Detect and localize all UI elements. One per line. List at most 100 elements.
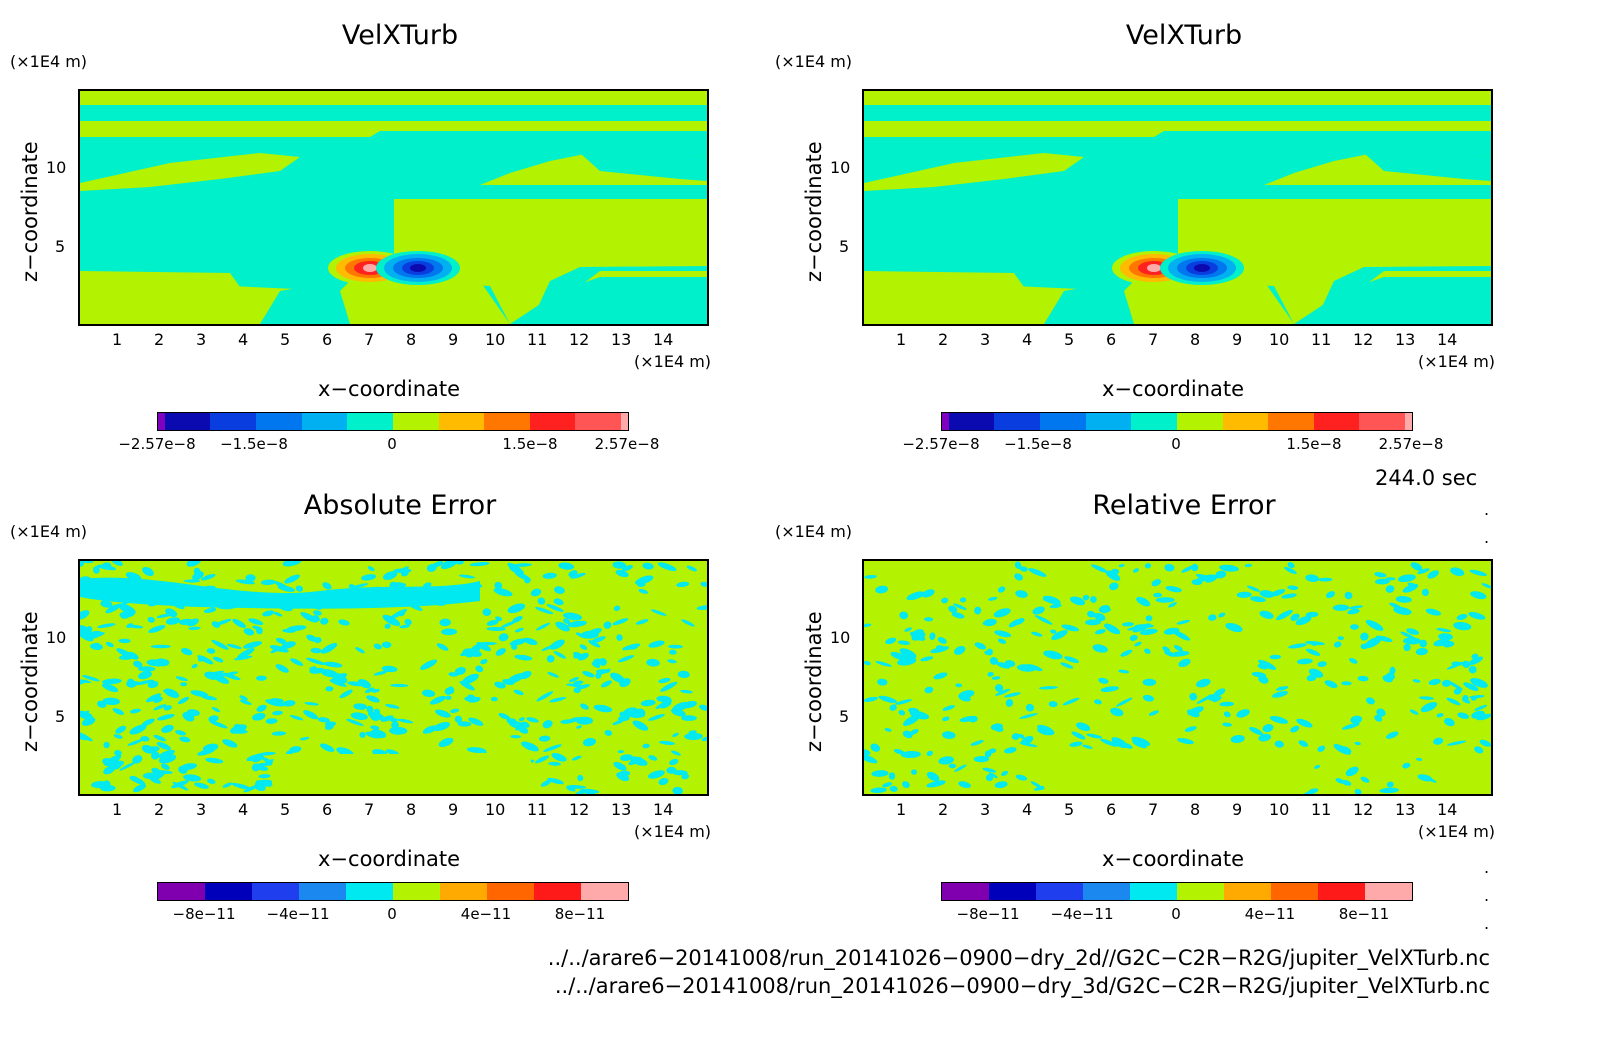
noise-blob — [1178, 658, 1191, 668]
noise-blob — [104, 754, 122, 767]
noise-blob — [1094, 612, 1106, 622]
colorbar-label: 1.5e−8 — [502, 435, 558, 453]
noise-blob — [201, 695, 217, 701]
noise-blob — [994, 630, 1012, 638]
noise-blob — [490, 696, 498, 702]
noise-blob — [577, 774, 584, 782]
noise-blob — [464, 696, 480, 703]
separator-dot: . — [1484, 914, 1490, 933]
noise-blob — [938, 756, 954, 765]
noise-blob — [1104, 623, 1121, 635]
noise-blob — [183, 579, 201, 583]
x-tick-label: 14 — [1437, 330, 1458, 349]
noise-blob — [579, 644, 588, 650]
noise-blob — [1051, 630, 1068, 640]
noise-blob — [1134, 641, 1142, 647]
file-path-2d: ../../arare6−20141008/run_20141026−0900−… — [547, 946, 1490, 970]
noise-blob — [1409, 709, 1419, 715]
noise-blob — [924, 617, 934, 622]
noise-blob — [188, 626, 201, 631]
noise-blob — [1474, 704, 1488, 711]
noise-blob — [486, 619, 499, 626]
noise-blob — [576, 725, 582, 729]
field-region — [510, 147, 707, 181]
noise-blob — [590, 636, 606, 644]
noise-blob — [648, 770, 665, 779]
noise-blob — [223, 740, 237, 748]
y-unit-label: (×1E4 m) — [10, 52, 88, 71]
noise-blob — [680, 689, 693, 694]
noise-blob — [547, 672, 559, 678]
noise-blob — [1456, 613, 1468, 621]
noise-blob — [1258, 733, 1272, 742]
noise-blob — [1305, 574, 1319, 582]
noise-blob — [1347, 608, 1360, 615]
noise-blob — [256, 704, 267, 712]
field-region — [864, 153, 1084, 191]
noise-blob — [642, 562, 654, 570]
colorbar-segment — [534, 883, 581, 900]
noise-blob — [574, 788, 590, 794]
noise-blob — [384, 623, 391, 629]
noise-blob — [1098, 677, 1109, 684]
noise-blob — [457, 721, 472, 727]
noise-blob — [231, 782, 251, 790]
x-tick-label: 4 — [238, 800, 249, 819]
noise-blob — [494, 581, 503, 590]
noise-blob — [390, 683, 409, 688]
noise-blob — [1142, 694, 1155, 702]
noise-blob — [373, 670, 388, 676]
field-region — [80, 105, 707, 121]
noise-blob — [373, 643, 382, 650]
noise-blob — [959, 597, 967, 603]
noise-blob — [1425, 608, 1442, 616]
noise-blob — [1305, 648, 1321, 656]
noise-blob — [1419, 639, 1428, 648]
noise-blob — [1290, 725, 1300, 733]
noise-blob — [444, 687, 452, 695]
noise-blob — [1049, 603, 1062, 609]
noise-blob — [1236, 709, 1250, 718]
noise-blob — [382, 571, 398, 580]
noise-blob — [1341, 681, 1352, 686]
y-tick-label: 5 — [55, 707, 66, 726]
noise-blob — [284, 574, 300, 584]
noise-blob — [192, 571, 204, 581]
noise-blob — [102, 697, 120, 706]
noise-blob — [1164, 563, 1175, 572]
noise-blob — [536, 691, 554, 702]
noise-blob — [476, 641, 491, 652]
noise-blob — [206, 648, 216, 654]
noise-blob — [562, 618, 571, 624]
noise-blob — [617, 750, 624, 754]
noise-blob — [270, 646, 282, 654]
noise-blob — [236, 648, 255, 659]
colorbar-label: −8e−11 — [172, 905, 236, 923]
x-tick-label: 14 — [653, 800, 674, 819]
noise-blob — [612, 719, 625, 726]
noise-blob — [549, 697, 567, 703]
noise-blob — [382, 614, 401, 626]
noise-blob — [102, 678, 122, 685]
colorbar-label: −4e−11 — [1050, 905, 1114, 923]
noise-blob — [1177, 738, 1194, 745]
noise-blob — [864, 574, 877, 579]
noise-blob — [1447, 740, 1467, 746]
noise-blob — [1187, 706, 1204, 716]
noise-blob — [381, 665, 398, 673]
y-axis-label: z−coordinate — [802, 141, 826, 282]
noise-blob — [1406, 628, 1420, 635]
noise-blob — [421, 689, 436, 697]
y-unit-label: (×1E4 m) — [10, 522, 88, 541]
field-region — [394, 199, 707, 324]
noise-blob — [518, 717, 525, 722]
colorbar-segment — [1365, 883, 1412, 900]
x-tick-label: 10 — [485, 330, 506, 349]
y-axis-label: z−coordinate — [18, 611, 42, 752]
noise-blob — [190, 690, 209, 697]
noise-blob — [988, 772, 998, 779]
noise-blob — [601, 680, 612, 688]
colorbar-segment — [575, 413, 622, 430]
noise-blob — [1269, 654, 1282, 660]
noise-blob — [958, 690, 975, 699]
